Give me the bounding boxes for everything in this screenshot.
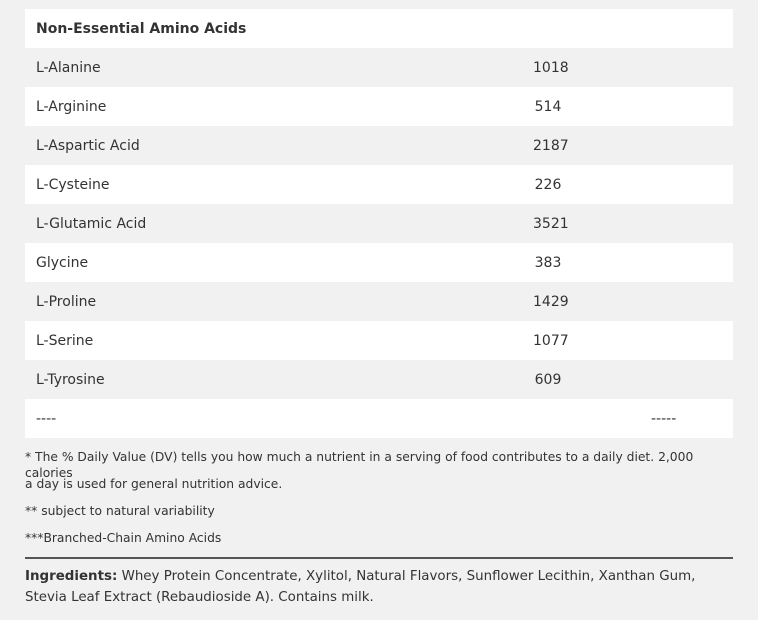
table-row: L-Proline 1429 (25, 282, 733, 321)
amino-acid-value: 226 (534, 176, 562, 193)
amino-acid-name: Glycine (36, 254, 89, 271)
ingredients-label: Ingredients: (25, 569, 118, 584)
table-row: L-Cysteine 226 (25, 165, 733, 204)
amino-acid-name: L-Arginine (36, 98, 107, 115)
amino-acid-value: 514 (534, 98, 562, 115)
ingredients-text: Whey Protein Concentrate, Xylitol, Natur… (25, 569, 696, 605)
ingredients-block: Ingredients: Whey Protein Concentrate, X… (25, 566, 733, 608)
table-header: Non-Essential Amino Acids (25, 9, 733, 48)
amino-acid-name: L-Aspartic Acid (36, 137, 140, 154)
amino-acid-name: L-Tyrosine (36, 371, 105, 388)
daily-value-note-line2: a day is used for general nutrition advi… (25, 477, 283, 491)
table-row: L-Alanine 1018 (25, 48, 733, 87)
table-footer-row: ---- ----- (25, 399, 733, 438)
amino-acid-name: L-Alanine (36, 59, 101, 76)
footer-dash-left: ---- (36, 410, 57, 427)
footnotes: * The % Daily Value (DV) tells you how m… (25, 449, 733, 557)
table-header-label: Non-Essential Amino Acids (36, 20, 247, 37)
bcaa-note: ***Branched-Chain Amino Acids (25, 531, 222, 545)
table-row: L-Arginine 514 (25, 87, 733, 126)
table-row: L-Serine 1077 (25, 321, 733, 360)
amino-acid-value: 383 (534, 254, 562, 271)
amino-acid-name: L-Proline (36, 293, 97, 310)
footer-dash-right: ----- (651, 410, 677, 427)
amino-acid-value: 2187 (533, 137, 569, 154)
table-row: Glycine 383 (25, 243, 733, 282)
table-row: L-Glutamic Acid 3521 (25, 204, 733, 243)
amino-acid-table: Non-Essential Amino Acids L-Alanine 1018… (25, 9, 733, 438)
amino-acid-value: 1018 (533, 59, 569, 76)
amino-acid-name: L-Glutamic Acid (36, 215, 147, 232)
amino-acid-value: 1077 (533, 332, 569, 349)
variability-note: ** subject to natural variability (25, 504, 215, 518)
daily-value-note-line1: * The % Daily Value (DV) tells you how m… (25, 450, 694, 480)
amino-acid-name: L-Cysteine (36, 176, 110, 193)
table-row: L-Tyrosine 609 (25, 360, 733, 399)
amino-acid-value: 1429 (533, 293, 569, 310)
amino-acid-value: 3521 (533, 215, 569, 232)
amino-acid-name: L-Serine (36, 332, 94, 349)
table-row: L-Aspartic Acid 2187 (25, 126, 733, 165)
amino-acid-value: 609 (534, 371, 562, 388)
divider (25, 557, 733, 559)
